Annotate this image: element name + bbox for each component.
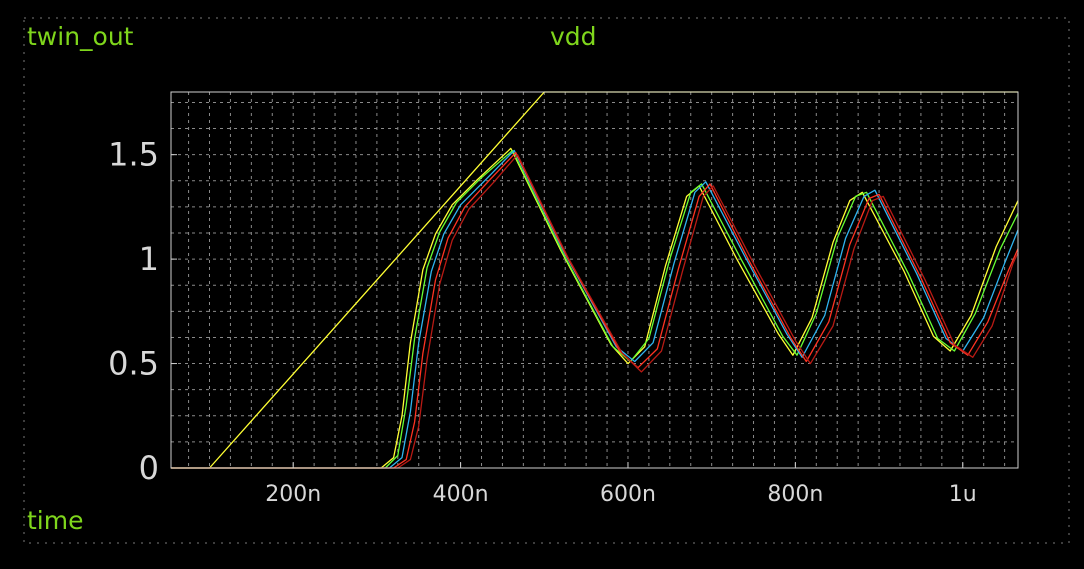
frame-layer xyxy=(170,91,1019,469)
series-line-trace-5 xyxy=(171,151,1019,469)
series-line-trace-6 xyxy=(171,154,1019,469)
x-tick-label: 200n xyxy=(265,482,321,507)
y-tick-label: 0.5 xyxy=(108,345,159,383)
series-layer xyxy=(171,91,1019,469)
x-tick-label: 400n xyxy=(433,482,489,507)
y-tick-label: 1.5 xyxy=(108,136,159,174)
x-tick-label: 800n xyxy=(767,482,823,507)
outer-border xyxy=(23,17,1070,544)
signal-label-vdd[interactable]: vdd xyxy=(550,22,597,51)
x-tick-label: 600n xyxy=(600,482,656,507)
x-tick-label: 1u xyxy=(949,482,977,507)
y-tick-label: 1 xyxy=(139,240,159,278)
signal-label-twin-out[interactable]: twin_out xyxy=(27,22,134,51)
plot-frame xyxy=(170,91,1019,469)
x-axis-name-label[interactable]: time xyxy=(27,506,84,535)
series-line-trace-4 xyxy=(171,149,1019,469)
tick-layer: 200n 400n 600n 800n 1u 0 0.5 1 1.5 xyxy=(108,136,977,507)
series-line-trace-3 xyxy=(171,149,1019,469)
series-line-trace-2 xyxy=(171,147,1019,469)
series-line-vdd xyxy=(171,91,1018,469)
grid-layer xyxy=(171,92,1018,468)
y-tick-label: 0 xyxy=(139,449,159,487)
